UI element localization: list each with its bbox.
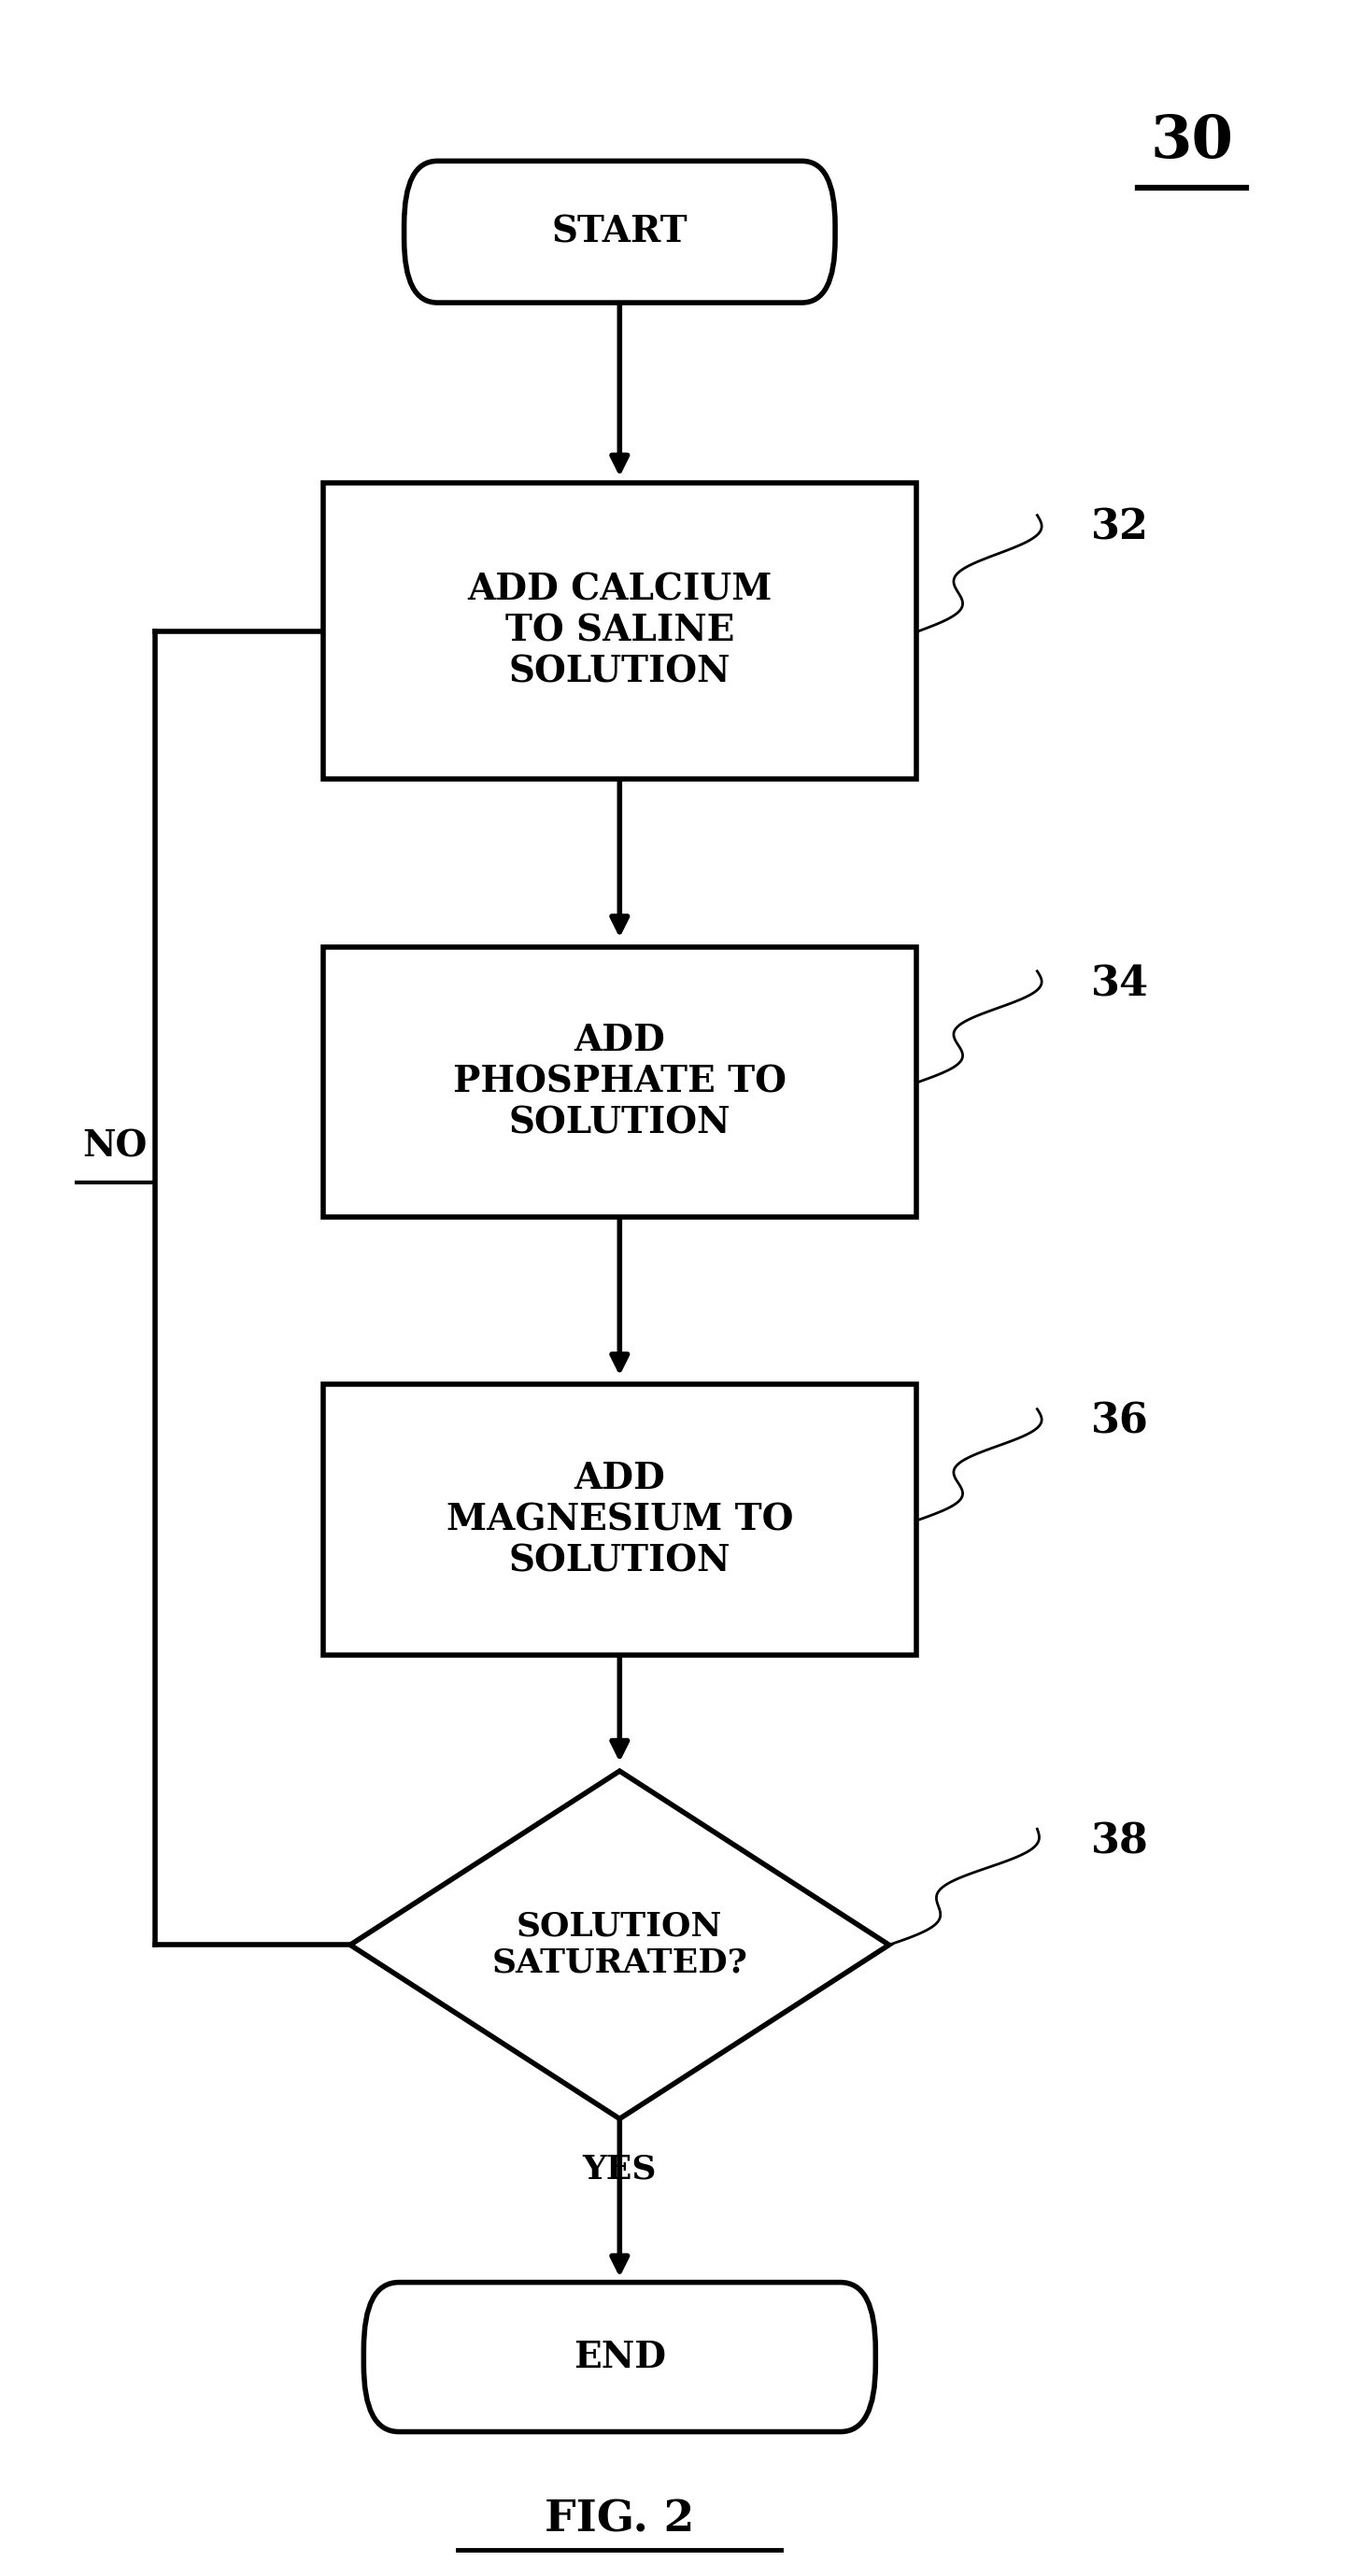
Text: 36: 36 [1091,1401,1149,1443]
Text: 38: 38 [1091,1821,1149,1862]
FancyBboxPatch shape [364,2282,876,2432]
Polygon shape [350,1772,889,2117]
Text: 34: 34 [1091,963,1149,1005]
Text: END: END [574,2339,665,2375]
Text: SOLUTION
SATURATED?: SOLUTION SATURATED? [492,1911,748,1978]
Bar [323,1386,916,1654]
FancyBboxPatch shape [404,160,835,304]
Text: YES: YES [582,2154,657,2184]
Text: ADD
PHOSPHATE TO
SOLUTION: ADD PHOSPHATE TO SOLUTION [453,1023,787,1141]
Text: 30: 30 [1150,113,1234,170]
Text: 32: 32 [1091,507,1149,549]
Bar [323,484,916,778]
Text: ADD CALCIUM
TO SALINE
SOLUTION: ADD CALCIUM TO SALINE SOLUTION [467,572,772,690]
Text: ADD
MAGNESIUM TO
SOLUTION: ADD MAGNESIUM TO SOLUTION [446,1461,793,1579]
Text: START: START [552,214,687,250]
Text: FIG. 2: FIG. 2 [544,2499,695,2540]
Text: NO: NO [82,1128,147,1164]
Bar [323,948,916,1216]
